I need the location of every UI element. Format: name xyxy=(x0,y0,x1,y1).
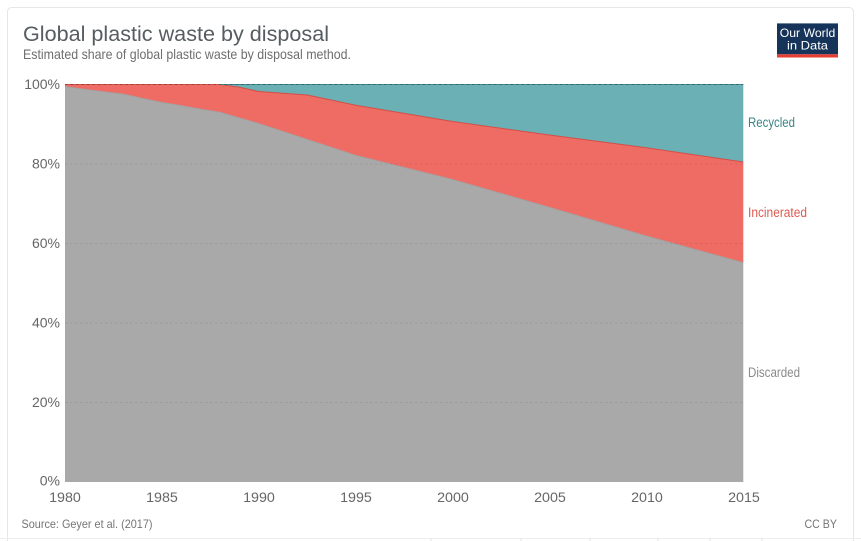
svg-text:2000: 2000 xyxy=(437,489,469,505)
svg-text:CC BY: CC BY xyxy=(805,517,838,531)
svg-text:in Data: in Data xyxy=(787,39,828,53)
svg-text:2010: 2010 xyxy=(631,489,663,505)
svg-text:Discarded: Discarded xyxy=(748,365,800,380)
svg-text:1980: 1980 xyxy=(49,489,81,505)
svg-text:Global plastic waste by dispos: Global plastic waste by disposal xyxy=(23,23,329,46)
svg-text:1985: 1985 xyxy=(146,489,178,505)
svg-text:80%: 80% xyxy=(32,155,60,171)
svg-text:1995: 1995 xyxy=(340,489,372,505)
svg-text:Recycled: Recycled xyxy=(748,115,795,130)
svg-text:1990: 1990 xyxy=(243,489,275,505)
svg-text:0%: 0% xyxy=(40,472,60,488)
svg-text:2015: 2015 xyxy=(728,489,760,505)
svg-text:Source: Geyer et al. (2017): Source: Geyer et al. (2017) xyxy=(22,517,153,531)
svg-text:60%: 60% xyxy=(32,235,60,251)
svg-text:20%: 20% xyxy=(32,394,60,410)
svg-text:2005: 2005 xyxy=(534,489,566,505)
svg-text:Our World: Our World xyxy=(780,26,836,40)
svg-text:Incinerated: Incinerated xyxy=(748,205,807,220)
svg-text:40%: 40% xyxy=(32,314,60,330)
svg-text:100%: 100% xyxy=(24,76,60,92)
svg-text:Estimated share of global plas: Estimated share of global plastic waste … xyxy=(23,46,351,62)
